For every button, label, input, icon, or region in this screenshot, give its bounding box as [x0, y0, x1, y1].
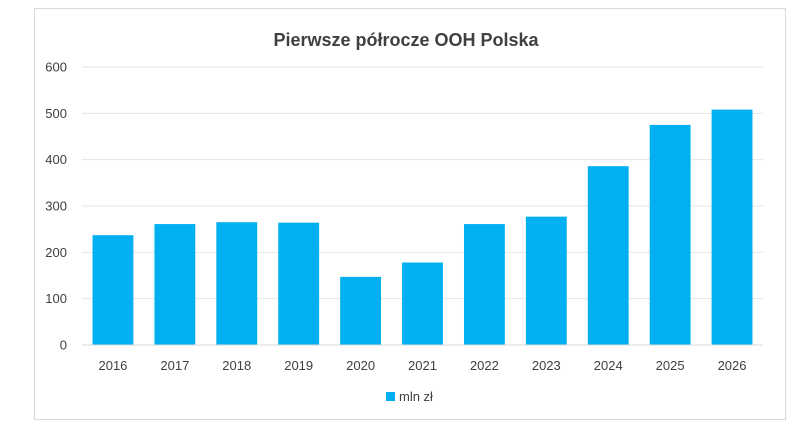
x-tick-label: 2026: [718, 358, 747, 373]
y-tick-label: 500: [45, 106, 67, 121]
bars: [92, 109, 753, 346]
gridlines: [82, 66, 763, 300]
x-tick-label: 2025: [656, 358, 685, 373]
bar-2020: [340, 276, 382, 345]
bar-2016: [92, 235, 134, 345]
x-tick-label: 2022: [470, 358, 499, 373]
bar-2024: [587, 166, 629, 345]
y-axis-ticks: 0 100 200 300 400 500 600: [45, 60, 67, 353]
bar-2018: [216, 222, 258, 345]
bar-2026: [711, 109, 753, 345]
y-tick-label: 100: [45, 291, 67, 306]
chart-title: Pierwsze półrocze OOH Polska: [273, 30, 539, 50]
legend: mln zł: [386, 389, 433, 404]
y-tick-label: 300: [45, 199, 67, 214]
x-tick-label: 2021: [408, 358, 437, 373]
y-tick-label: 200: [45, 245, 67, 260]
y-tick-label: 0: [60, 338, 67, 353]
bar-2022: [463, 224, 505, 345]
y-tick-label: 600: [45, 60, 67, 75]
bar-2025: [649, 124, 691, 346]
bar-2019: [278, 222, 320, 345]
x-tick-label: 2020: [346, 358, 375, 373]
x-tick-label: 2016: [98, 358, 127, 373]
x-tick-label: 2017: [160, 358, 189, 373]
bar-2017: [154, 224, 196, 345]
x-tick-label: 2023: [532, 358, 561, 373]
x-tick-label: 2024: [594, 358, 623, 373]
x-tick-label: 2019: [284, 358, 313, 373]
x-tick-label: 2018: [222, 358, 251, 373]
x-axis-ticks: 2016 2017 2018 2019 2020 2021 2022 2023 2024 2025…: [98, 358, 746, 373]
bar-2023: [525, 216, 567, 345]
y-tick-label: 400: [45, 152, 67, 167]
bar-2021: [402, 262, 443, 345]
legend-swatch: [386, 392, 395, 401]
legend-label: mln zł: [399, 389, 433, 404]
